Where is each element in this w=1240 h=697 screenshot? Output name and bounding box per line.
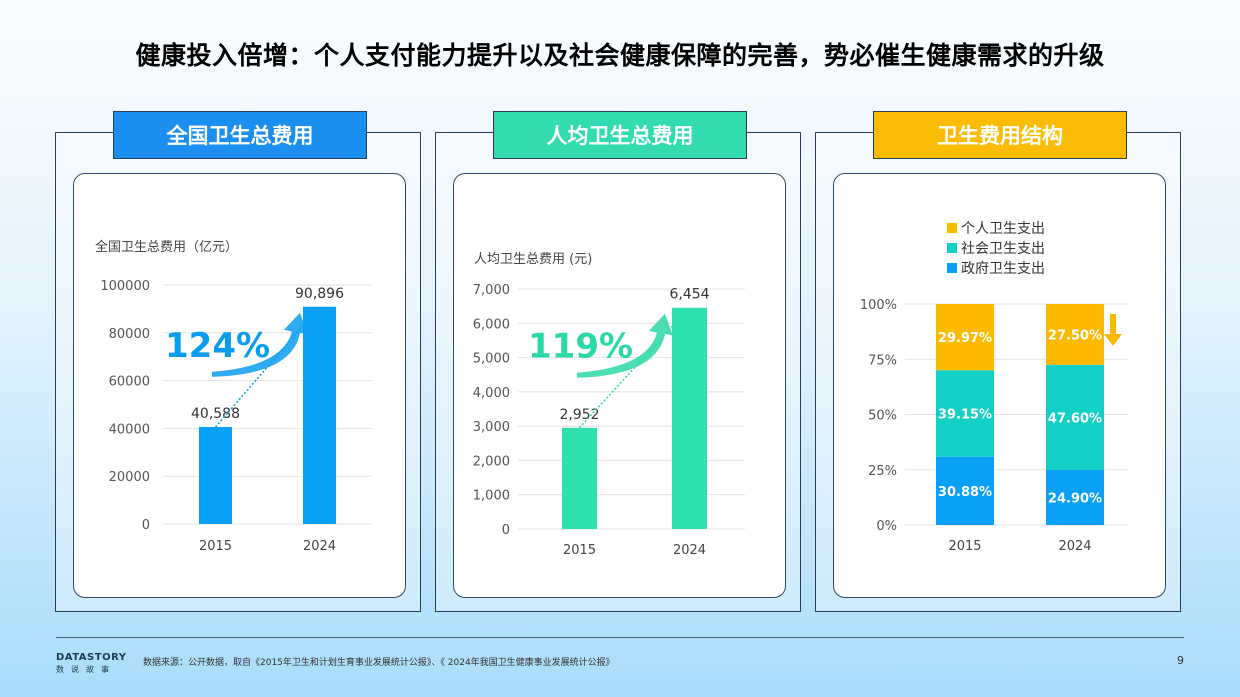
y-tick-label: 0	[142, 518, 150, 533]
legend-label: 政府卫生支出	[961, 261, 1045, 277]
legend-swatch	[947, 223, 957, 233]
y-tick-label: 0	[502, 523, 510, 538]
y-tick-label: 4,000	[473, 386, 510, 401]
x-tick-label: 2024	[1058, 539, 1091, 554]
y-tick-label: 100%	[860, 298, 897, 313]
bar-2015	[562, 427, 597, 529]
y-tick-label: 50%	[868, 409, 897, 424]
bar-2024	[303, 306, 336, 524]
x-tick-label: 2015	[563, 543, 596, 558]
segment-label: 39.15%	[938, 407, 992, 422]
data-label: 2,952	[559, 407, 599, 423]
bar-segment	[1046, 304, 1104, 365]
y-tick-label: 0%	[876, 519, 897, 534]
panel-tab: 全国卫生总费用	[113, 111, 367, 159]
chart-card	[833, 173, 1166, 598]
legend-label: 个人卫生支出	[961, 221, 1045, 237]
y-tick-label: 5,000	[473, 352, 510, 367]
y-tick-label: 2,000	[473, 454, 510, 469]
legend-label: 社会卫生支出	[961, 241, 1045, 257]
data-label: 6,454	[669, 287, 709, 303]
bar-segment	[1046, 364, 1104, 470]
legend-swatch	[947, 243, 957, 253]
bar-segment	[936, 304, 994, 371]
growth-arrow-icon	[212, 312, 308, 377]
datastory-logo: DATASTORY	[56, 652, 127, 663]
data-label: 90,896	[295, 286, 344, 302]
panel-expenditure-structure: 卫生费用结构	[815, 111, 1181, 612]
page-number: 9	[1177, 654, 1184, 667]
y-tick-label: 6,000	[473, 317, 510, 332]
y-tick-label: 100000	[100, 279, 150, 294]
segment-label: 47.60%	[1048, 411, 1102, 426]
panel-tab: 卫生费用结构	[873, 111, 1127, 159]
growth-arrow-icon	[577, 313, 673, 378]
y-axis-title: 全国卫生总费用（亿元）	[95, 239, 238, 255]
x-tick-label: 2024	[673, 543, 706, 558]
growth-rate: 124%	[165, 326, 270, 366]
chart-card	[73, 173, 406, 598]
y-tick-label: 25%	[868, 464, 897, 479]
legend-swatch	[947, 263, 957, 273]
y-tick-label: 80000	[109, 327, 150, 342]
bar-segment	[1046, 469, 1104, 525]
bar-2015	[199, 426, 232, 524]
y-tick-label: 7,000	[473, 283, 510, 298]
footer-divider	[56, 637, 1184, 638]
segment-label: 29.97%	[938, 331, 992, 346]
chart-card	[453, 173, 786, 598]
y-tick-label: 75%	[868, 353, 897, 368]
growth-rate: 119%	[528, 327, 633, 367]
y-tick-label: 40000	[109, 422, 150, 437]
y-tick-label: 1,000	[473, 489, 510, 504]
y-tick-label: 20000	[109, 470, 150, 485]
page-title: 健康投入倍增：个人支付能力提升以及社会健康保障的完善，势必催生健康需求的升级	[135, 41, 1105, 70]
bar-segment	[936, 456, 994, 525]
down-arrow-icon	[1104, 314, 1122, 346]
bar-2024	[672, 307, 707, 529]
data-label: 40,588	[191, 406, 240, 422]
y-tick-label: 3,000	[473, 420, 510, 435]
x-tick-label: 2015	[199, 539, 232, 554]
data-source: 数据来源：公开数据，取自《2015年卫生和计划生育事业发展统计公报》、《 202…	[143, 658, 615, 668]
x-tick-label: 2015	[948, 539, 981, 554]
y-tick-label: 60000	[109, 375, 150, 390]
panel-tab: 人均卫生总费用	[493, 111, 747, 159]
segment-label: 30.88%	[938, 485, 992, 500]
x-tick-label: 2024	[303, 539, 336, 554]
segment-label: 27.50%	[1048, 328, 1102, 343]
bar-segment	[936, 370, 994, 457]
segment-label: 24.90%	[1048, 491, 1102, 506]
y-axis-title: 人均卫生总费用 (元)	[474, 252, 592, 267]
panel-per-capita-expenditure: 人均卫生总费用	[435, 111, 801, 612]
datastory-logo-sub: 数说故事	[56, 665, 116, 674]
